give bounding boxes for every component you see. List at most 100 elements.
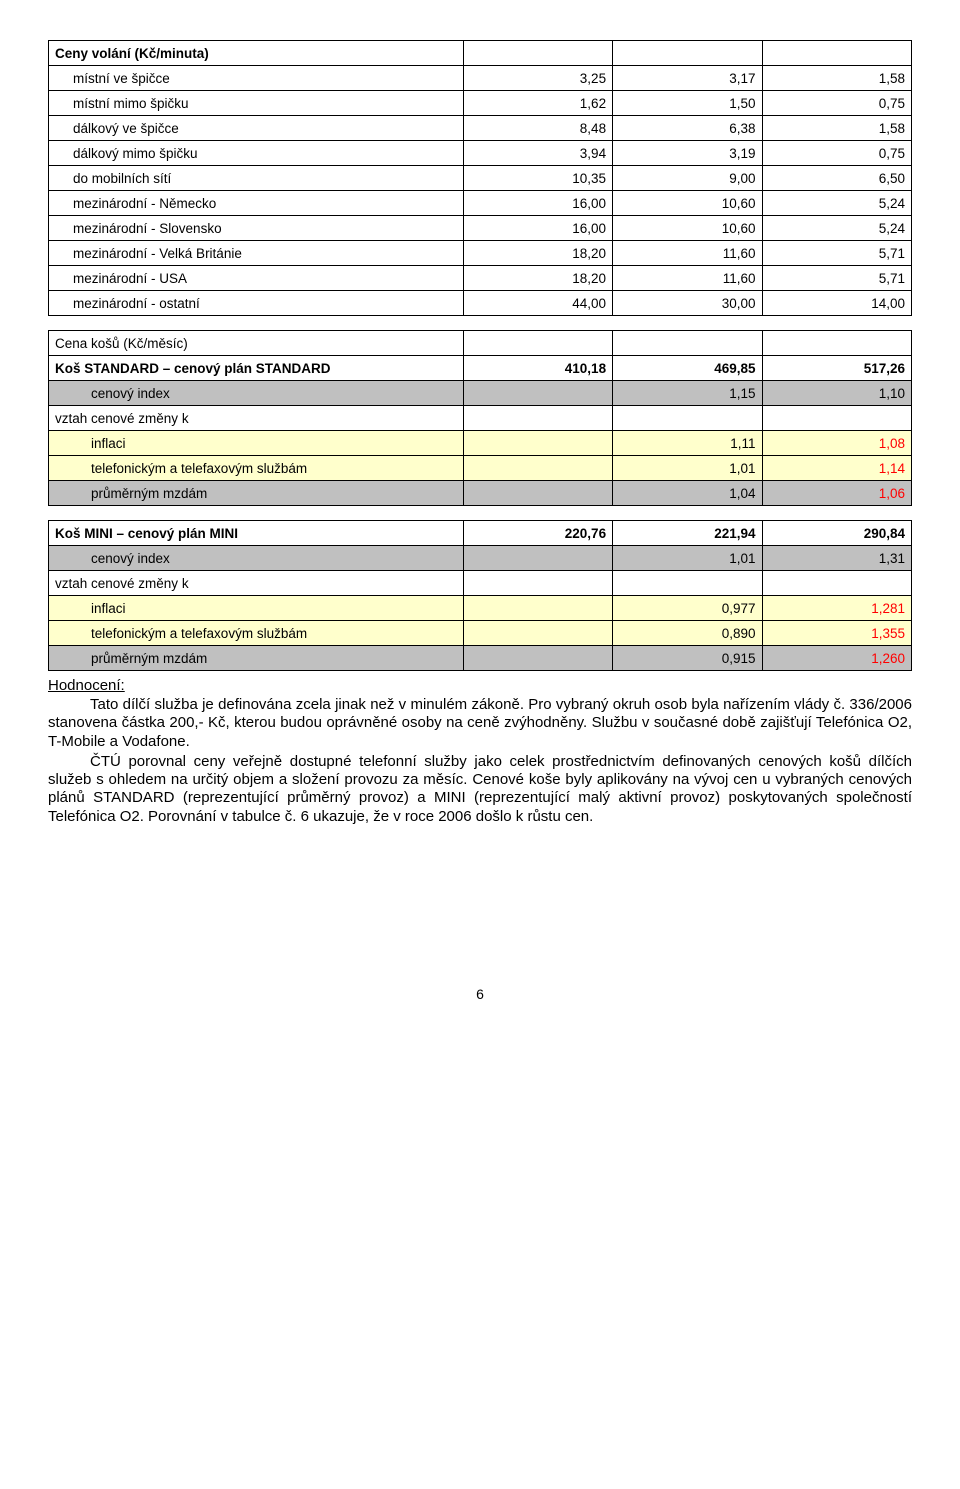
row-label: mezinárodní - Velká Británie [49,241,464,266]
row-value: 5,71 [762,266,911,291]
row-label: vztah cenové změny k [49,406,464,431]
table1-header: Ceny volání (Kč/minuta) [49,41,464,66]
table-row: telefonickým a telefaxovým službám 1,011,… [49,456,912,481]
row-label: mezinárodní - ostatní [49,291,464,316]
row-label: do mobilních sítí [49,166,464,191]
table-row: vztah cenové změny k [49,406,912,431]
table-row: do mobilních sítí10,359,006,50 [49,166,912,191]
row-value: 0,75 [762,91,911,116]
row-label: cenový index [49,546,464,571]
row-value: 1,58 [762,116,911,141]
row-value: 3,25 [463,66,612,91]
row-value: 1,01 [613,546,762,571]
kos-mini-table: Koš MINI – cenový plán MINI220,76221,942… [48,520,912,671]
row-label: mezinárodní - Německo [49,191,464,216]
row-value [762,406,911,431]
row-value: 1,260 [762,646,911,671]
table-row: průměrným mzdám 0,9151,260 [49,646,912,671]
row-value: 0,977 [613,596,762,621]
table-row: místní ve špičce3,253,171,58 [49,66,912,91]
row-value: 3,19 [613,141,762,166]
row-value [463,481,612,506]
row-value: 18,20 [463,241,612,266]
row-value: 0,75 [762,141,911,166]
row-value: 16,00 [463,191,612,216]
row-value: 1,14 [762,456,911,481]
row-value: 0,890 [613,621,762,646]
table-row: mezinárodní - Německo16,0010,605,24 [49,191,912,216]
page-number: 6 [48,986,912,1002]
row-value [613,571,762,596]
row-value: 9,00 [613,166,762,191]
row-value [463,546,612,571]
table-row: mezinárodní - ostatní44,0030,0014,00 [49,291,912,316]
row-value: 10,60 [613,216,762,241]
row-value: 410,18 [463,356,612,381]
row-value: 6,50 [762,166,911,191]
row-value [463,381,612,406]
row-value: 0,915 [613,646,762,671]
table-row: místní mimo špičku1,621,500,75 [49,91,912,116]
row-value: 1,11 [613,431,762,456]
row-label: místní ve špičce [49,66,464,91]
row-label: Koš STANDARD – cenový plán STANDARD [49,356,464,381]
row-value: 16,00 [463,216,612,241]
row-value: 8,48 [463,116,612,141]
row-value: 5,24 [762,216,911,241]
row-label: místní mimo špičku [49,91,464,116]
row-label: průměrným mzdám [49,646,464,671]
table-row: cenový index1,011,31 [49,546,912,571]
row-value: 1,06 [762,481,911,506]
row-value: 11,60 [613,266,762,291]
row-label: inflaci [49,596,464,621]
row-value: 221,94 [613,521,762,546]
row-label: telefonickým a telefaxovým službám [49,621,464,646]
row-value: 3,17 [613,66,762,91]
row-value [463,596,612,621]
row-value [463,456,612,481]
row-value: 5,24 [762,191,911,216]
table-row: Koš MINI – cenový plán MINI220,76221,942… [49,521,912,546]
table-row: vztah cenové změny k [49,571,912,596]
table-row: průměrným mzdám 1,041,06 [49,481,912,506]
row-value: 1,04 [613,481,762,506]
row-value: 1,58 [762,66,911,91]
calling-prices-table: Ceny volání (Kč/minuta) místní ve špičce… [48,40,912,316]
row-value [463,431,612,456]
table-row: inflaci 1,111,08 [49,431,912,456]
table-row: telefonickým a telefaxovým službám0,8901… [49,621,912,646]
row-value [762,571,911,596]
row-label: telefonickým a telefaxovým službám [49,456,464,481]
row-value: 1,15 [613,381,762,406]
row-value: 3,94 [463,141,612,166]
row-value: 1,50 [613,91,762,116]
table-row: mezinárodní - Velká Británie18,2011,605,… [49,241,912,266]
table-row: dálkový ve špičce8,486,381,58 [49,116,912,141]
row-value: 44,00 [463,291,612,316]
table-row: Koš STANDARD – cenový plán STANDARD410,1… [49,356,912,381]
row-value: 1,10 [762,381,911,406]
table-row: mezinárodní - USA18,2011,605,71 [49,266,912,291]
kos-standard-table: Cena košů (Kč/měsíc) Koš STANDARD – ceno… [48,330,912,506]
row-value: 1,08 [762,431,911,456]
row-value: 1,62 [463,91,612,116]
row-value: 10,60 [613,191,762,216]
row-label: průměrným mzdám [49,481,464,506]
row-value: 30,00 [613,291,762,316]
hodnoceni-heading: Hodnocení: [48,677,912,694]
row-label: inflaci [49,431,464,456]
row-value: 5,71 [762,241,911,266]
row-value: 18,20 [463,266,612,291]
row-value: 1,281 [762,596,911,621]
paragraph-2: ČTÚ porovnal ceny veřejně dostupné telef… [48,753,912,826]
table-row: dálkový mimo špičku3,943,190,75 [49,141,912,166]
row-value [463,646,612,671]
row-label: cenový index [49,381,464,406]
row-value [613,406,762,431]
row-label: mezinárodní - Slovensko [49,216,464,241]
table-row: inflaci 0,9771,281 [49,596,912,621]
row-value [463,571,612,596]
row-value: 1,01 [613,456,762,481]
row-label: dálkový mimo špičku [49,141,464,166]
row-value: 6,38 [613,116,762,141]
